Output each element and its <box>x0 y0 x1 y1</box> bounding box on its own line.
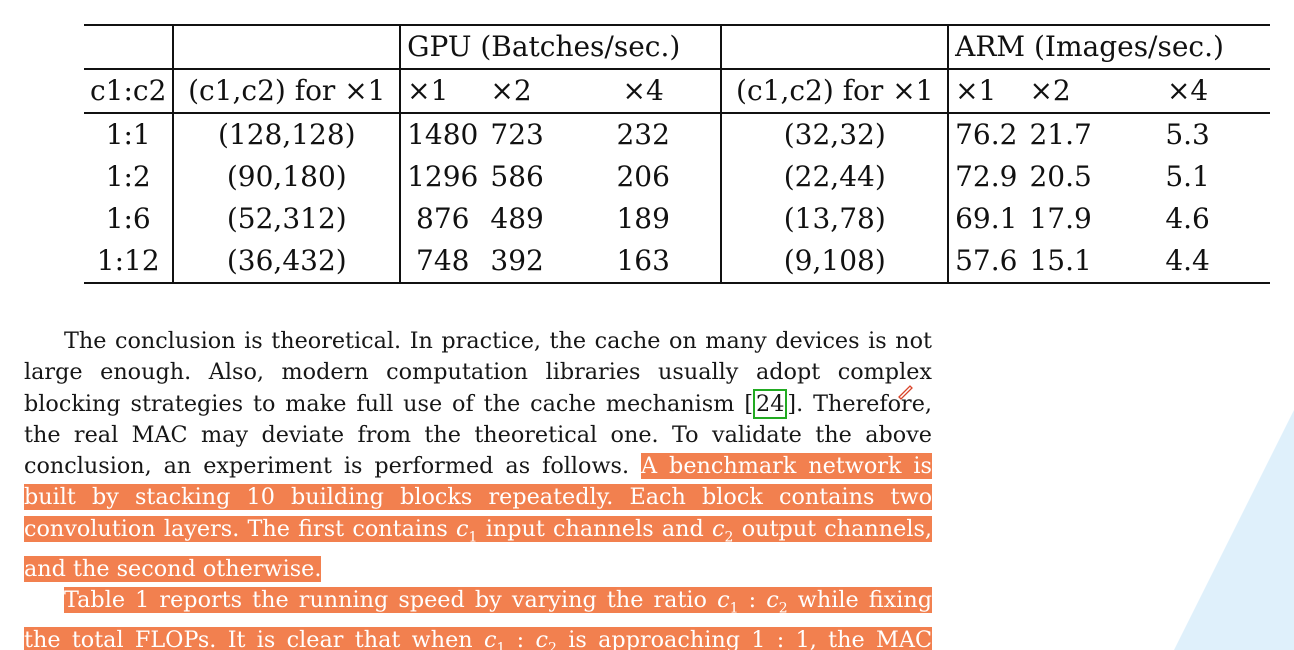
math-var: c <box>535 626 549 650</box>
header-empty-3 <box>720 24 949 69</box>
cell-gpu-x4: 206 <box>616 160 670 193</box>
cell-ratio: 1:6 <box>105 202 151 235</box>
cell-arm-x2: 15.1 <box>1023 240 1106 284</box>
cell-arm-x4: 4.4 <box>1105 240 1270 284</box>
cell-arm-x1: 57.6 <box>947 240 1024 284</box>
col-gpu-x2: ×2 <box>484 68 566 113</box>
col-ratio: c1:c2 <box>84 68 174 113</box>
cell-gpu-x4: 232 <box>565 112 722 156</box>
math-sub: 2 <box>778 600 788 617</box>
header-empty-2 <box>172 24 401 69</box>
cell-arm-channels: (9,108) <box>720 240 949 284</box>
cell-gpu-x1: 748 <box>399 240 485 284</box>
highlighted-text[interactable]: Table 1 reports the running speed by var… <box>24 586 933 650</box>
paragraph-2[interactable]: Table 1 reports the running speed by var… <box>24 585 933 650</box>
table-column-header: c1:c2 (c1,c2) for ×1 ×1 ×2 ×4 (c1,c2) fo… <box>84 68 1270 113</box>
cell-arm-x1: 69.1 <box>947 198 1024 240</box>
cell-arm-x2: 20.5 <box>1029 160 1092 193</box>
table-group-header: GPU (Batches/sec.) ARM (Images/sec.) <box>84 24 1270 69</box>
decorative-shape <box>1174 410 1294 650</box>
math-c2: c2 <box>536 627 557 650</box>
col-arm-x1: ×1 <box>947 68 1024 113</box>
math-sub: 2 <box>548 640 557 650</box>
header-empty-1 <box>84 24 174 69</box>
col-gpu-x4: ×4 <box>565 68 722 113</box>
math-colon: : <box>738 586 767 613</box>
math-c2: c2 <box>766 586 788 617</box>
col-gpu-x1: ×1 <box>399 68 485 113</box>
cell-gpu-channels: (36,432) <box>172 240 401 284</box>
math-c1: c1 <box>484 627 505 650</box>
col-arm-x2: ×2 <box>1023 68 1106 113</box>
col-gpu-channels: (c1,c2) for ×1 <box>172 68 401 113</box>
math-c1: c1 <box>717 586 739 617</box>
table-row: 1:6 (52,312) 876 489 189 (13,78) 69.1 17… <box>84 198 1270 240</box>
cell-arm-channels: (22,44) <box>720 156 949 198</box>
cell-gpu-x1: 1296 <box>399 156 485 198</box>
cell-gpu-x1: 876 <box>399 198 485 240</box>
math-var: c <box>766 586 779 613</box>
highlight-segment: A benchmark network is built by stacking… <box>24 453 932 542</box>
math-sub: 1 <box>468 529 478 546</box>
benchmark-table: GPU (Batches/sec.) ARM (Images/sec.) c1:… <box>84 24 1270 284</box>
table-row: 1:1 (128,128) 1480 723 232 (32,32) 76.2 … <box>84 112 1270 156</box>
cell-ratio: 1:1 <box>84 112 174 156</box>
math-sub: 2 <box>724 529 734 546</box>
cell-gpu-x2: 723 <box>484 112 566 156</box>
cell-arm-x1: 72.9 <box>947 156 1024 198</box>
cell-arm-x2: 17.9 <box>1029 202 1092 235</box>
cell-ratio: 1:12 <box>84 240 174 284</box>
cell-arm-x4: 4.6 <box>1165 202 1210 235</box>
cell-gpu-channels: (52,312) <box>172 198 401 240</box>
table-row: 1:2 (90,180) 1296 586 206 (22,44) 72.9 2… <box>84 156 1270 198</box>
paragraph-1-text-a: The conclusion is theoretical. In practi… <box>24 328 932 417</box>
cell-gpu-x2: 392 <box>484 240 566 284</box>
highlight-segment: input channels and <box>477 515 713 542</box>
paragraph-1[interactable]: The conclusion is theoretical. In practi… <box>24 328 932 582</box>
math-sub: 1 <box>729 600 739 617</box>
cell-gpu-x2: 586 <box>490 160 544 193</box>
math-var: c <box>712 515 725 542</box>
col-arm-x4: ×4 <box>1105 68 1270 113</box>
cell-arm-x2: 21.7 <box>1023 112 1106 156</box>
col-arm-channels: (c1,c2) for ×1 <box>720 68 949 113</box>
cell-gpu-channels: (90,180) <box>172 156 401 198</box>
math-sub: 1 <box>496 640 506 650</box>
math-var: c <box>456 515 469 542</box>
highlight-segment: output channels, and the second otherwis… <box>24 515 932 582</box>
gpu-group-header: GPU (Batches/sec.) <box>399 24 722 69</box>
body-text[interactable]: The conclusion is theoretical. In practi… <box>24 326 933 650</box>
arm-group-header: ARM (Images/sec.) <box>947 24 1270 69</box>
math-var: c <box>483 626 497 650</box>
math-var: c <box>717 586 730 613</box>
table-row: 1:12 (36,432) 748 392 163 (9,108) 57.6 1… <box>84 240 1270 284</box>
cell-gpu-x4: 163 <box>565 240 722 284</box>
cell-arm-x1: 76.2 <box>947 112 1024 156</box>
math-c2: c2 <box>712 515 734 546</box>
highlight-segment: is approaching 1 : 1, the MAC becomes sm… <box>568 626 933 650</box>
highlight-segment: Table 1 reports the running speed by var… <box>64 586 718 613</box>
cell-gpu-x1: 1480 <box>399 112 485 156</box>
cell-ratio: 1:2 <box>105 160 151 193</box>
highlight-segment: while fixing the total FLOPs. It is clea… <box>24 586 932 650</box>
cell-gpu-channels: (128,128) <box>172 112 401 156</box>
cell-arm-x4: 5.3 <box>1105 112 1270 156</box>
citation-link[interactable]: 24 <box>753 388 788 419</box>
pen-cursor-icon <box>898 385 913 400</box>
cell-arm-x4: 5.1 <box>1165 160 1210 193</box>
math-colon: : <box>505 626 536 650</box>
paragraph-1-text-b: . Therefore, the real MAC may deviate fr… <box>24 390 932 480</box>
cell-arm-channels: (32,32) <box>720 112 949 156</box>
cell-gpu-x4: 189 <box>616 202 670 235</box>
cell-gpu-x2: 489 <box>490 202 544 235</box>
cell-arm-channels: (13,78) <box>720 198 949 240</box>
math-c1: c1 <box>456 515 478 546</box>
